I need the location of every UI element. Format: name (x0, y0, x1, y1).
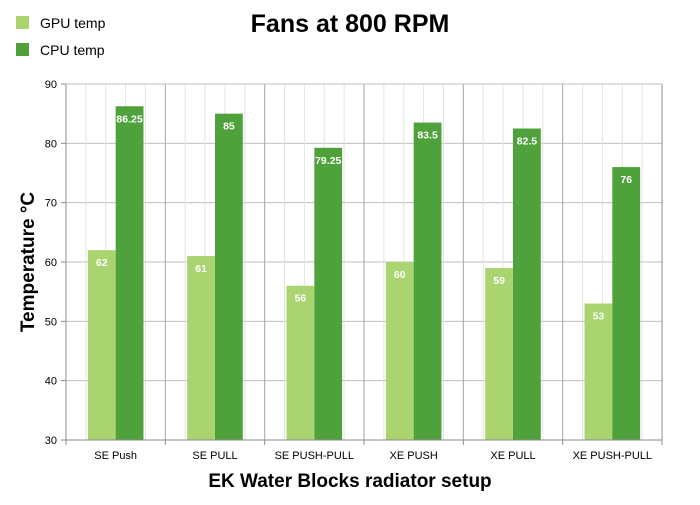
bar-gpu-temp (286, 285, 315, 440)
y-tick-label: 30 (45, 435, 57, 447)
y-tick-labels: 30 40 50 60 70 80 90 (45, 79, 57, 447)
data-label-cpu-temp: 76 (620, 174, 632, 186)
data-label-cpu-temp: 83.5 (417, 130, 438, 142)
bar-gpu-temp (385, 262, 414, 440)
x-tick-label: XE PUSH-PULL (573, 450, 652, 462)
bar-cpu-temp (115, 106, 144, 440)
bar-cpu-temp (513, 128, 541, 440)
x-tick-labels: SE Push SE PULL SE PUSH-PULL XE PUSH XE PULL… (94, 450, 652, 462)
data-label-cpu-temp: 86.25 (116, 113, 142, 125)
y-tick-label: 70 (45, 198, 57, 210)
data-label-gpu-temp: 59 (493, 275, 505, 287)
y-tick-label: 60 (45, 257, 57, 269)
data-labels: 62 86.25 61 85 56 79.25 60 83.5 59 82.5 53 76 (96, 113, 632, 322)
data-label-gpu-temp: 53 (593, 311, 605, 323)
legend-swatch-cpu-temp (16, 43, 29, 56)
legend: GPU temp CPU temp (16, 15, 106, 58)
y-tick-label: 80 (45, 138, 57, 150)
y-tick-label: 50 (45, 316, 57, 328)
legend-label-cpu-temp: CPU temp (40, 42, 105, 58)
y-tick-label: 40 (45, 376, 57, 388)
x-tick-label: XE PULL (490, 450, 535, 462)
chart-title: Fans at 800 RPM (251, 10, 450, 38)
bar-gpu-temp (584, 303, 613, 440)
data-label-cpu-temp: 85 (223, 121, 235, 133)
data-label-gpu-temp: 62 (96, 257, 108, 269)
bar-gpu-temp (87, 250, 116, 440)
bar-cpu-temp (413, 122, 442, 441)
x-axis-title: EK Water Blocks radiator setup (208, 471, 491, 492)
data-label-gpu-temp: 60 (394, 269, 406, 281)
bar-cpu-temp (314, 147, 343, 441)
data-label-gpu-temp: 61 (195, 263, 207, 275)
data-label-cpu-temp: 79.25 (315, 155, 341, 167)
bar-gpu-temp (485, 267, 513, 440)
bars (87, 106, 641, 441)
legend-swatch-gpu-temp (16, 16, 29, 29)
axes (61, 83, 663, 445)
legend-label-gpu-temp: GPU temp (40, 15, 106, 31)
x-tick-label: XE PUSH (390, 450, 438, 462)
bar-gpu-temp (187, 256, 215, 440)
bar-cpu-temp (612, 167, 641, 441)
bar-cpu-temp (215, 113, 243, 441)
y-axis-title: Temperature °C (18, 192, 39, 333)
data-label-gpu-temp: 56 (295, 293, 307, 305)
y-tick-label: 90 (45, 79, 57, 91)
x-tick-label: SE Push (94, 450, 137, 462)
x-tick-label: SE PULL (192, 450, 237, 462)
x-tick-label: SE PUSH-PULL (275, 450, 354, 462)
data-label-cpu-temp: 82.5 (517, 136, 538, 148)
